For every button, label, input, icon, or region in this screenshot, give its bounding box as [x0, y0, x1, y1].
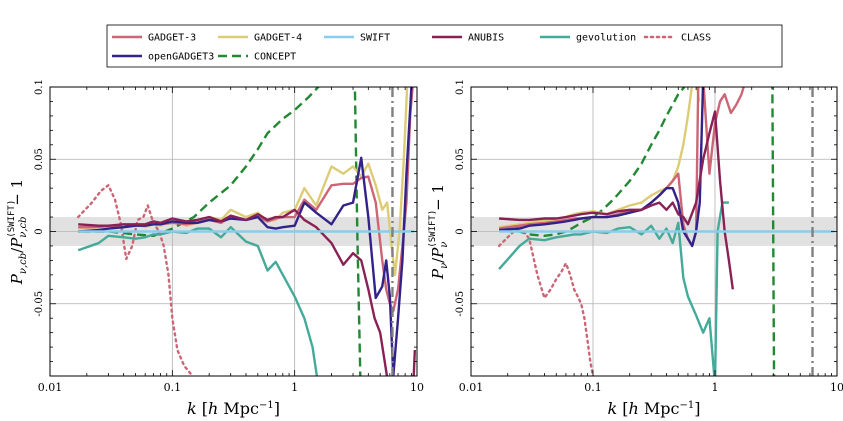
series-line-class	[76, 184, 194, 376]
x-label-exp: −1	[680, 400, 695, 411]
series-line-anubis	[499, 110, 735, 290]
x-tick-label: 1	[291, 381, 298, 394]
y-tick-label: 0.1	[455, 79, 466, 95]
x-tick-label: 0.1	[164, 381, 182, 394]
legend-frame	[106, 24, 783, 68]
series-line-gadget-3	[78, 87, 414, 313]
x-label-k: k	[607, 399, 617, 418]
legend-item-concept: CONCEPT	[218, 52, 296, 63]
y-label-tail: − 1	[8, 179, 26, 211]
series-line-gadget-3	[498, 87, 745, 248]
y-label-p2-sup: (SWIFT)	[428, 210, 438, 248]
series-group	[76, 87, 417, 376]
y-axis-label: Pν,cb/P(SWIFT)ν,cb − 1	[7, 179, 29, 285]
series-line-concept	[81, 87, 362, 376]
series-line-gadget-4	[498, 87, 701, 229]
legend-item-gadget-3: GADGET-3	[112, 33, 196, 44]
y-tick-label: 0.05	[34, 148, 45, 170]
legend: GADGET-3 GADGET-4 SWIFT ANUBIS gevolution CLA…	[106, 24, 783, 68]
series-line-concept	[502, 87, 776, 376]
right-panel: 0.01 0.1 1 100.10.050-0.05k [h Mpc−1]Pν/P(S…	[428, 79, 843, 418]
y-tick-label: 0	[34, 228, 45, 234]
x-label-unit: Mpc	[639, 399, 680, 418]
series-group	[497, 87, 835, 376]
y-label-slash: /	[429, 257, 447, 263]
legend-item-swift: SWIFT	[324, 33, 390, 44]
legend-label: ANUBIS	[468, 33, 504, 44]
x-axis-label: k [h Mpc−1]	[607, 399, 700, 418]
legend-label: CLASS	[681, 33, 711, 44]
ticks	[49, 86, 417, 377]
x-label-exp: −1	[259, 400, 274, 411]
x-tick-label: 0.1	[584, 381, 602, 394]
y-tick-label: 0	[455, 228, 466, 234]
y-tick-label: -0.05	[34, 291, 45, 317]
y-label-p1: P	[429, 268, 447, 280]
y-tick-label: -0.05	[455, 291, 466, 317]
series-line-opengadget3	[78, 87, 413, 376]
legend-label: SWIFT	[360, 33, 390, 44]
y-label-p1-sub: ν,cb	[18, 253, 29, 274]
y-tick-label: 0.1	[34, 79, 45, 95]
legend-label: GADGET-3	[148, 33, 196, 44]
series-line-opengadget3	[499, 87, 705, 248]
legend-label: gevolution	[576, 33, 636, 44]
legend-item-class: CLASS	[643, 33, 711, 44]
x-label-k: k	[187, 399, 197, 418]
x-tick-label: 0.01	[38, 381, 63, 394]
x-label-h: h	[629, 399, 639, 418]
y-label-p2: P	[8, 237, 26, 249]
y-label-p1-sub: ν	[439, 263, 450, 269]
ticks	[470, 86, 837, 377]
series-line-gevolution	[77, 225, 319, 376]
legend-item-gevolution: gevolution	[540, 33, 636, 44]
x-label-close: ]	[694, 399, 700, 418]
x-label-close: ]	[274, 399, 280, 418]
y-label-tail: − 1	[429, 184, 447, 216]
x-label-h: h	[208, 399, 218, 418]
series-line-anubis	[78, 208, 417, 376]
y-label-slash: /	[8, 247, 26, 253]
y-label-p2-sup: (SWIFT)	[7, 200, 17, 238]
legend-label: GADGET-4	[254, 33, 302, 44]
legend-item-opengadget3: openGADGET3	[112, 52, 214, 63]
x-tick-label: 10	[410, 381, 424, 394]
x-axis-label: k [h Mpc−1]	[187, 399, 280, 418]
legend-label: openGADGET3	[148, 52, 214, 63]
y-label-p2: P	[429, 247, 447, 259]
x-label-open: [	[197, 399, 208, 418]
x-label-open: [	[617, 399, 628, 418]
y-label-p2-sub: ν,cb	[18, 216, 29, 237]
x-tick-label: 0.01	[459, 381, 484, 394]
y-label-p1: P	[8, 273, 26, 285]
legend-item-gadget-4: GADGET-4	[218, 33, 302, 44]
x-tick-label: 1	[712, 381, 719, 394]
legend-item-anubis: ANUBIS	[432, 33, 504, 44]
series-line-class	[497, 224, 595, 376]
series-line-gevolution	[498, 201, 729, 376]
legend-label: CONCEPT	[254, 52, 296, 63]
x-tick-label: 10	[830, 381, 843, 394]
x-label-unit: Mpc	[218, 399, 259, 418]
y-label-p2-sub: ν	[439, 242, 450, 248]
left-panel: 0.01 0.1 1 100.10.050-0.05k [h Mpc−1]Pν,cb/…	[7, 79, 424, 418]
y-tick-label: 0.05	[455, 148, 466, 170]
y-axis-label: Pν/P(SWIFT)ν − 1	[428, 184, 450, 280]
